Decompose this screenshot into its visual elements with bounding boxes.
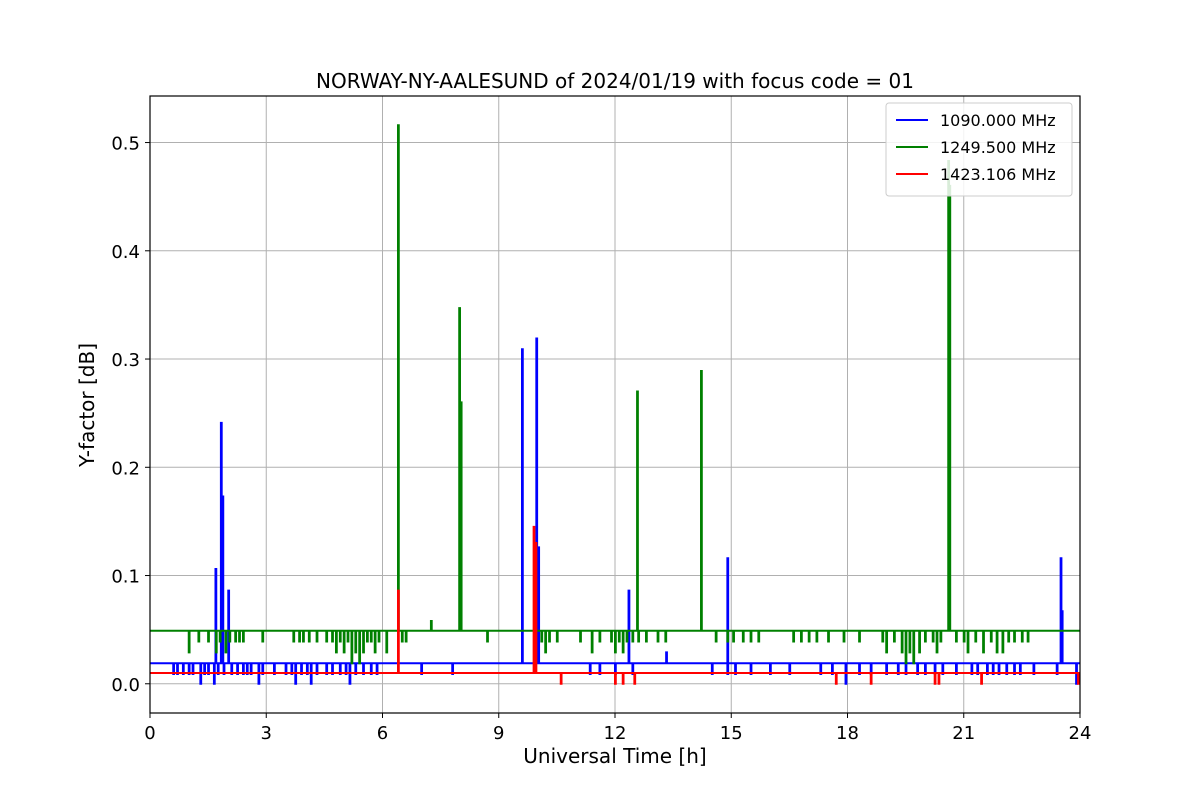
axis-ticks: 0 3 6 9 12 15 18 21 24 0.0 0.1 0.2 0.3 0.4 0.5	[111, 134, 1091, 744]
x-tick-label: 15	[720, 723, 743, 744]
y-tick-label: 0.4	[111, 242, 140, 263]
y-tick-label: 0.5	[111, 134, 140, 155]
y-tick-label: 0.0	[111, 675, 140, 696]
x-tick-label: 6	[377, 723, 388, 744]
x-tick-label: 3	[261, 723, 272, 744]
legend-box	[885, 102, 1073, 197]
x-tick-label: 24	[1069, 723, 1092, 744]
legend: 1090.000 MHz 1249.500 MHz 1423.106 MHz	[885, 102, 1073, 197]
plot-frame	[149, 95, 1081, 714]
y-axis-label: Y-factor [dB]	[75, 343, 99, 468]
x-axis-label: Universal Time [h]	[523, 744, 706, 768]
x-tick-label: 18	[836, 723, 859, 744]
series-lines	[150, 124, 1080, 685]
y-tick-label: 0.3	[111, 350, 140, 371]
chart-title: NORWAY-NY-AALESUND of 2024/01/19 with fo…	[316, 69, 914, 93]
legend-entry: 1090.000 MHz	[940, 111, 1056, 130]
series-line	[150, 124, 1080, 665]
series-2	[150, 124, 1080, 665]
x-tick-label: 12	[604, 723, 627, 744]
legend-entry: 1423.106 MHz	[940, 165, 1056, 184]
x-tick-label: 21	[952, 723, 975, 744]
x-tick-label: 9	[493, 723, 504, 744]
series-3	[150, 525, 1080, 685]
series-1	[150, 337, 1080, 685]
y-tick-label: 0.1	[111, 567, 140, 588]
legend-entry: 1249.500 MHz	[940, 138, 1056, 157]
x-tick-label: 0	[144, 723, 155, 744]
y-tick-label: 0.2	[111, 458, 140, 479]
